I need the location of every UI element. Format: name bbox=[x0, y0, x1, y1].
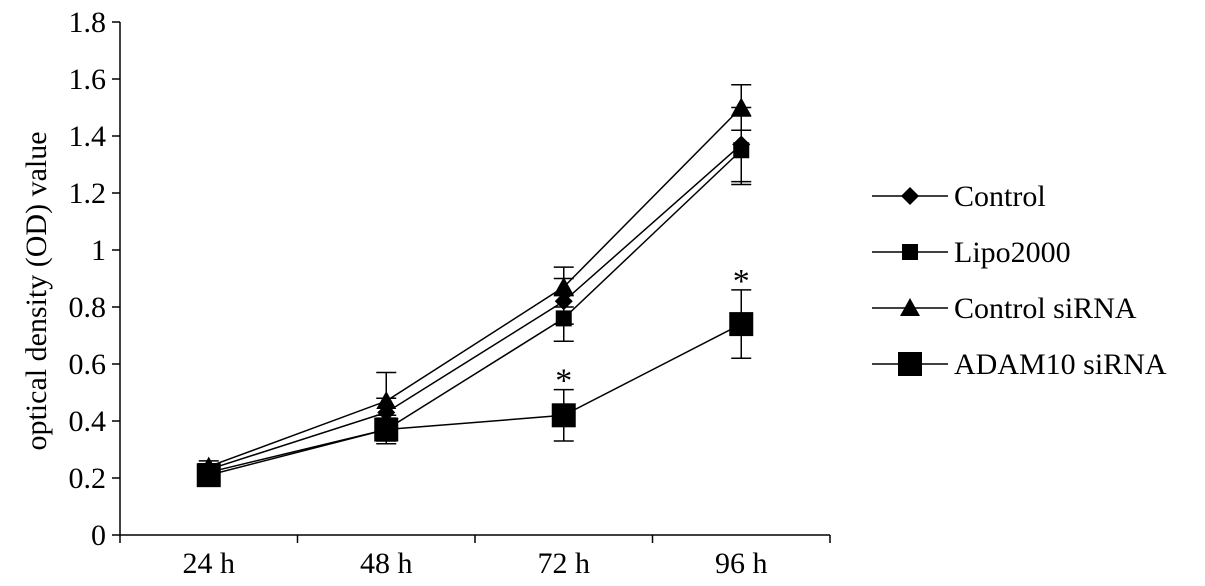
legend-item: ADAM10 siRNA bbox=[872, 348, 1167, 381]
series-layer bbox=[196, 83, 754, 488]
significance-star: * bbox=[555, 363, 572, 400]
legend-label: ADAM10 siRNA bbox=[954, 348, 1167, 381]
x-tick-label: 96 h bbox=[715, 547, 768, 580]
y-tick-label: 0.4 bbox=[69, 405, 107, 438]
annotations: ** bbox=[555, 263, 750, 400]
axes bbox=[119, 22, 830, 536]
legend-label: Control siRNA bbox=[954, 292, 1137, 325]
legend-item: Control bbox=[872, 180, 1046, 213]
y-axis-ticks: 0 0.2 0.4 0.6 0.8 1 1.2 1.4 1.6 1.8 bbox=[69, 6, 120, 552]
y-tick-label: 1.8 bbox=[69, 6, 107, 39]
data-point bbox=[733, 142, 750, 159]
y-tick-label: 1.6 bbox=[69, 63, 107, 96]
series-lipo2000 bbox=[198, 115, 752, 481]
data-point bbox=[553, 277, 574, 296]
y-tick-label: 1 bbox=[91, 234, 106, 267]
data-point bbox=[729, 312, 754, 337]
x-tick-label: 48 h bbox=[360, 547, 413, 580]
legend: Control Lipo2000 Control siRNA ADAM10 siRNA bbox=[872, 180, 1167, 381]
data-point bbox=[196, 463, 221, 488]
data-point bbox=[555, 310, 572, 327]
y-tick-label: 0.8 bbox=[69, 291, 107, 324]
legend-item: Lipo2000 bbox=[872, 236, 1071, 269]
data-point bbox=[731, 97, 752, 116]
data-point bbox=[374, 417, 399, 442]
legend-item: Control siRNA bbox=[872, 292, 1137, 325]
y-tick-label: 1.2 bbox=[69, 177, 107, 210]
y-tick-label: 0 bbox=[91, 519, 106, 552]
y-axis-title: optical density (OD) value bbox=[20, 131, 53, 450]
data-point bbox=[376, 391, 397, 410]
series-line bbox=[208, 106, 742, 468]
legend-marker bbox=[901, 187, 919, 205]
legend-label: Control bbox=[954, 180, 1046, 213]
significance-star: * bbox=[733, 263, 750, 300]
series-line bbox=[208, 323, 742, 476]
series-adam10-sirna bbox=[196, 289, 754, 488]
legend-label: Lipo2000 bbox=[954, 236, 1071, 269]
legend-marker bbox=[902, 244, 918, 260]
y-tick-label: 1.4 bbox=[69, 120, 107, 153]
series-line bbox=[208, 143, 742, 471]
series-line bbox=[208, 149, 742, 474]
y-tick-label: 0.6 bbox=[69, 348, 107, 381]
x-axis-ticks: 24 h 48 h 72 h 96 h bbox=[119, 535, 831, 580]
y-tick-label: 0.2 bbox=[69, 462, 107, 495]
x-tick-label: 72 h bbox=[538, 547, 591, 580]
x-tick-label: 24 h bbox=[183, 547, 236, 580]
series-control-sirna bbox=[198, 83, 752, 475]
legend-marker bbox=[900, 298, 920, 316]
legend-marker bbox=[898, 352, 922, 376]
data-point bbox=[551, 403, 576, 428]
